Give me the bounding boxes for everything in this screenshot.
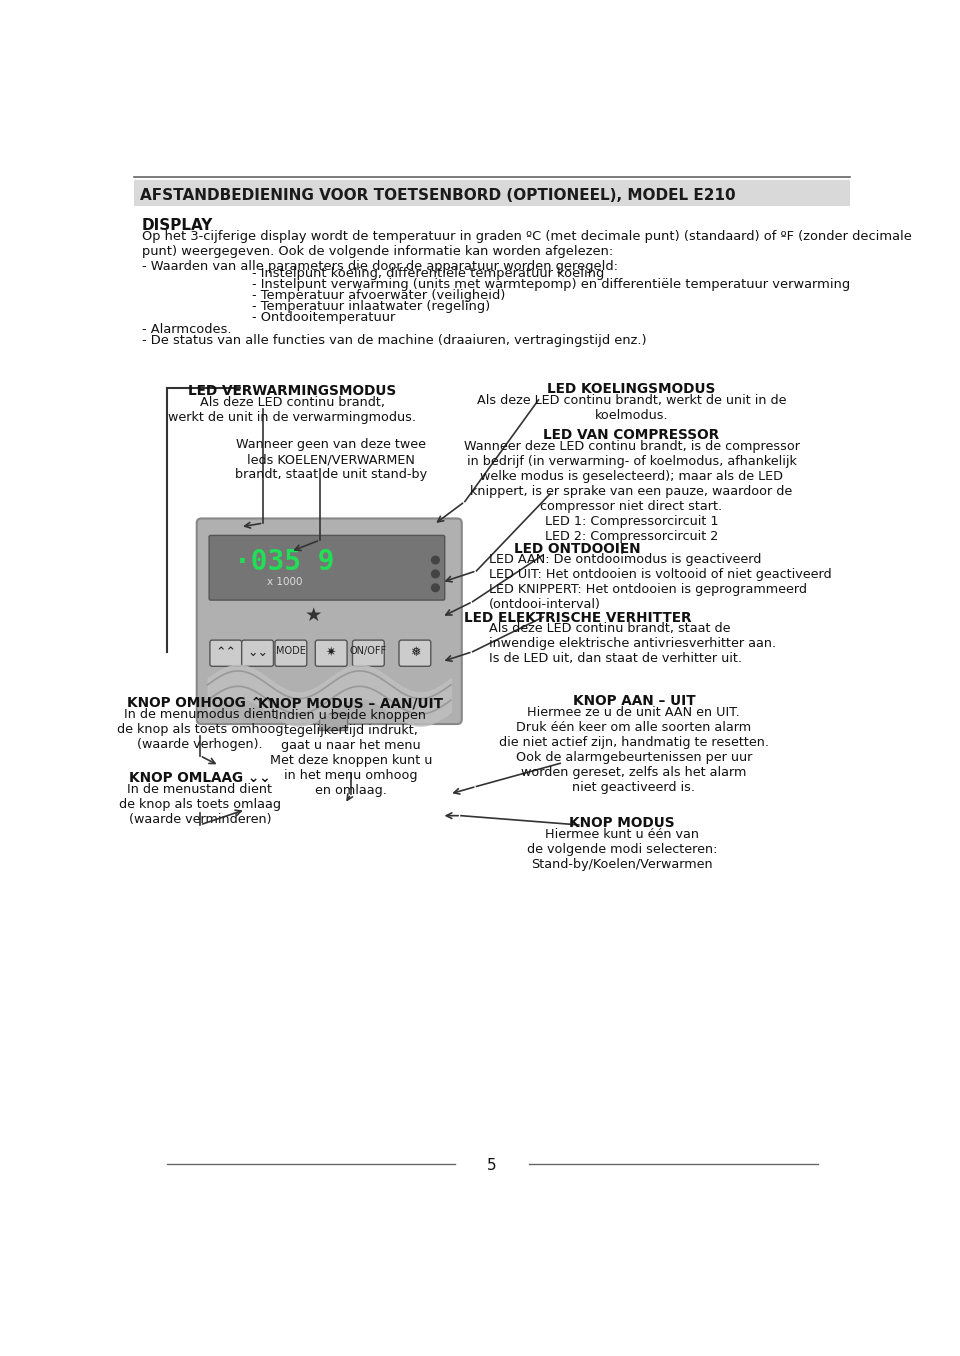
Text: ⌄⌄: ⌄⌄ — [247, 647, 268, 659]
Text: KNOP OMLAAG ⌄⌄: KNOP OMLAAG ⌄⌄ — [129, 772, 271, 785]
Text: Indien u beide knoppen
tegelijkertijd indrukt,
gaat u naar het menu
Met deze kno: Indien u beide knoppen tegelijkertijd in… — [270, 709, 432, 797]
Text: LED KOELINGSMODUS: LED KOELINGSMODUS — [547, 382, 716, 396]
FancyBboxPatch shape — [197, 518, 462, 724]
Text: - De status van alle functies van de machine (draaiuren, vertragingstijd enz.): - De status van alle functies van de mac… — [142, 334, 646, 347]
Text: Wanneer geen van deze twee
leds KOELEN/VERWARMEN
brandt, staat de unit stand-by: Wanneer geen van deze twee leds KOELEN/V… — [235, 438, 427, 481]
Text: KNOP MODUS: KNOP MODUS — [569, 816, 675, 830]
Text: LED VAN COMPRESSOR: LED VAN COMPRESSOR — [543, 428, 720, 442]
Text: ❅: ❅ — [410, 647, 420, 659]
Text: Als deze LED continu brandt,
werkt de unit in de verwarmingmodus.: Als deze LED continu brandt, werkt de un… — [168, 396, 416, 424]
FancyBboxPatch shape — [209, 536, 444, 601]
Text: - Alarmcodes.: - Alarmcodes. — [142, 323, 231, 336]
Text: Als deze LED continu brandt, werkt de unit in de
koelmodus.: Als deze LED continu brandt, werkt de un… — [477, 393, 786, 422]
Text: 5: 5 — [487, 1158, 497, 1173]
FancyBboxPatch shape — [134, 179, 850, 206]
Text: Hiermee kunt u één van
de volgende modi selecteren:
Stand-by/Koelen/Verwarmen: Hiermee kunt u één van de volgende modi … — [527, 829, 717, 871]
Text: LED VERWARMINGSMODUS: LED VERWARMINGSMODUS — [188, 385, 396, 399]
Text: - Instelpunt koeling, differentiële temperatuur koeling: - Instelpunt koeling, differentiële temp… — [252, 267, 604, 281]
Text: - Temperatuur inlaatwater (regeling): - Temperatuur inlaatwater (regeling) — [252, 300, 490, 313]
FancyBboxPatch shape — [319, 713, 348, 731]
Text: Op het 3-cijferige display wordt de temperatuur in graden ºC (met decimale punt): Op het 3-cijferige display wordt de temp… — [142, 229, 912, 273]
Text: x 1000: x 1000 — [267, 578, 302, 587]
Text: - Ontdooitemperatuur: - Ontdooitemperatuur — [252, 311, 396, 324]
FancyBboxPatch shape — [275, 640, 307, 666]
Text: ★: ★ — [305, 606, 323, 625]
Text: In de menumodus dient
de knop als toets omhoog
(waarde verhogen).: In de menumodus dient de knop als toets … — [116, 708, 283, 751]
Text: LED AAN: De ontdooimodus is geactiveerd
LED UIT: Het ontdooien is voltooid of ni: LED AAN: De ontdooimodus is geactiveerd … — [489, 553, 831, 612]
Text: ·035 9: ·035 9 — [234, 548, 334, 576]
Text: Hiermee ze u de unit AAN en UIT.
Druk één keer om alle soorten alarm
die niet ac: Hiermee ze u de unit AAN en UIT. Druk éé… — [499, 706, 769, 795]
Text: Wanneer deze LED continu brandt, is de compressor
in bedrijf (in verwarming- of : Wanneer deze LED continu brandt, is de c… — [464, 439, 800, 542]
FancyBboxPatch shape — [352, 640, 384, 666]
Text: ⌃⌃: ⌃⌃ — [215, 647, 236, 659]
FancyBboxPatch shape — [210, 640, 242, 666]
Text: In de menustand dient
de knop als toets omlaag
(waarde verminderen): In de menustand dient de knop als toets … — [119, 784, 281, 826]
Text: KNOP AAN – UIT: KNOP AAN – UIT — [572, 694, 695, 708]
FancyBboxPatch shape — [242, 640, 274, 666]
Text: LED ONTDOOIEN: LED ONTDOOIEN — [514, 541, 640, 556]
Text: Als deze LED continu brandt, staat de
inwendige elektrische antivriesverhitter a: Als deze LED continu brandt, staat de in… — [489, 622, 776, 666]
Text: MODE: MODE — [276, 647, 306, 656]
Text: DISPLAY: DISPLAY — [142, 218, 213, 233]
Text: ON/OFF: ON/OFF — [349, 647, 387, 656]
Text: KNOP MODUS – AAN/UIT: KNOP MODUS – AAN/UIT — [258, 697, 444, 711]
Text: KNOP OMHOOG ⌃⌃: KNOP OMHOOG ⌃⌃ — [127, 696, 273, 709]
Circle shape — [432, 570, 440, 578]
FancyBboxPatch shape — [399, 640, 431, 666]
Text: ✷: ✷ — [326, 647, 336, 659]
Text: - Instelpunt verwarming (units met warmtepomp) en differentiële temperatuur verw: - Instelpunt verwarming (units met warmt… — [252, 278, 850, 292]
Text: LED ELEKTRISCHE VERHITTER: LED ELEKTRISCHE VERHITTER — [464, 610, 691, 625]
Text: AFSTANDBEDIENING VOOR TOETSENBORD (OPTIONEEL), MODEL E210: AFSTANDBEDIENING VOOR TOETSENBORD (OPTIO… — [140, 188, 735, 203]
FancyBboxPatch shape — [315, 640, 348, 666]
Circle shape — [432, 584, 440, 591]
Circle shape — [432, 556, 440, 564]
Text: - Temperatuur afvoerwater (veiligheid): - Temperatuur afvoerwater (veiligheid) — [252, 289, 505, 302]
